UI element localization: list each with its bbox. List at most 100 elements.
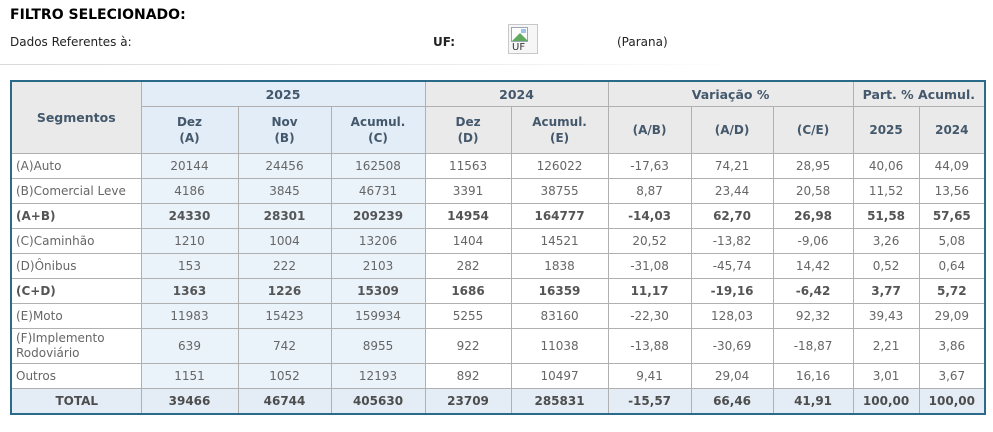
value-cell: 742 bbox=[237, 328, 332, 364]
value-cell: 29,09 bbox=[918, 303, 986, 329]
value-cell: 405630 bbox=[330, 388, 426, 415]
value-cell: 74,21 bbox=[690, 153, 774, 179]
value-cell: 20144 bbox=[140, 153, 239, 179]
value-cell: 3,01 bbox=[852, 363, 920, 389]
value-cell: 11983 bbox=[140, 303, 239, 329]
column-group-part-acumul: Part. % Acumul. bbox=[852, 80, 986, 107]
table-row: (A+B) 24330 28301 209239 14954 164777 -14,03 62… bbox=[10, 203, 986, 229]
segment-label: (B)Comercial Leve bbox=[10, 178, 142, 204]
segment-label: (F)Implemento Rodoviário bbox=[10, 328, 142, 364]
value-cell: 1404 bbox=[424, 228, 512, 254]
value-cell: 153 bbox=[140, 253, 239, 279]
segment-label: Outros bbox=[10, 363, 142, 389]
value-cell: 23,44 bbox=[690, 178, 774, 204]
value-cell: 38755 bbox=[510, 178, 609, 204]
table-sub-header-row: Dez (A) Nov (B) Acumul. (C) Dez (D) Acum… bbox=[11, 106, 986, 154]
value-cell: 57,65 bbox=[918, 203, 986, 229]
value-cell: 100,00 bbox=[918, 388, 986, 415]
value-cell: 40,06 bbox=[852, 153, 920, 179]
value-cell: 164777 bbox=[510, 203, 609, 229]
value-cell: 285831 bbox=[510, 388, 609, 415]
column-header-part-2025: 2025 bbox=[852, 106, 920, 154]
value-cell: -9,06 bbox=[772, 228, 854, 254]
table-row: (A)Auto 20144 24456 162508 11563 126022 -17,63… bbox=[10, 153, 986, 179]
value-cell: 13206 bbox=[330, 228, 426, 254]
value-cell: -6,42 bbox=[772, 278, 854, 304]
value-cell: 126022 bbox=[510, 153, 609, 179]
table-row: (C)Caminhão 1210 1004 13206 1404 14521 20,52 -1… bbox=[10, 228, 986, 254]
value-cell: 24330 bbox=[140, 203, 239, 229]
value-cell: 892 bbox=[424, 363, 512, 389]
image-alt-text: UF bbox=[512, 42, 526, 53]
value-cell: 13,56 bbox=[918, 178, 986, 204]
value-cell: 23709 bbox=[424, 388, 512, 415]
value-cell: 14521 bbox=[510, 228, 609, 254]
value-cell: 24456 bbox=[237, 153, 332, 179]
value-cell: -30,69 bbox=[690, 328, 774, 364]
value-cell: 44,09 bbox=[918, 153, 986, 179]
value-cell: 16,16 bbox=[772, 363, 854, 389]
value-cell: 28,95 bbox=[772, 153, 854, 179]
value-cell: 15309 bbox=[330, 278, 426, 304]
value-cell: 282 bbox=[424, 253, 512, 279]
value-cell: 46744 bbox=[237, 388, 332, 415]
value-cell: 15423 bbox=[237, 303, 332, 329]
table-row: (D)Ônibus 153 222 2103 282 1838 -31,08 -45,74 14… bbox=[10, 253, 986, 279]
value-cell: 5255 bbox=[424, 303, 512, 329]
column-header-ce: (C/E) bbox=[772, 106, 854, 154]
value-cell: -15,57 bbox=[607, 388, 692, 415]
uf-value: (Parana) bbox=[617, 35, 668, 49]
column-group-2025: 2025 bbox=[140, 80, 426, 107]
value-cell: 3,67 bbox=[918, 363, 986, 389]
value-cell: 1210 bbox=[140, 228, 239, 254]
value-cell: 3845 bbox=[237, 178, 332, 204]
table-row: (E)Moto 11983 15423 159934 5255 83160 -22,30 12… bbox=[10, 303, 986, 329]
column-header-ad: (A/D) bbox=[690, 106, 774, 154]
value-cell: 5,08 bbox=[918, 228, 986, 254]
value-cell: 20,58 bbox=[772, 178, 854, 204]
dados-referentes-label: Dados Referentes à: bbox=[10, 35, 132, 49]
value-cell: -31,08 bbox=[607, 253, 692, 279]
value-cell: -19,16 bbox=[690, 278, 774, 304]
value-cell: 639 bbox=[140, 328, 239, 364]
value-cell: 1226 bbox=[237, 278, 332, 304]
value-cell: 10497 bbox=[510, 363, 609, 389]
value-cell: 12193 bbox=[330, 363, 426, 389]
column-header-nov-b: Nov (B) bbox=[237, 106, 332, 154]
value-cell: -14,03 bbox=[607, 203, 692, 229]
segment-label: (A)Auto bbox=[10, 153, 142, 179]
value-cell: -45,74 bbox=[690, 253, 774, 279]
column-header-segmentos: Segmentos bbox=[10, 80, 142, 154]
value-cell: 62,70 bbox=[690, 203, 774, 229]
value-cell: -17,63 bbox=[607, 153, 692, 179]
column-header-acumul-c: Acumul. (C) bbox=[330, 106, 426, 154]
value-cell: 159934 bbox=[330, 303, 426, 329]
column-header-part-2024: 2024 bbox=[918, 106, 986, 154]
value-cell: 26,98 bbox=[772, 203, 854, 229]
value-cell: 28301 bbox=[237, 203, 332, 229]
segment-label: (C+D) bbox=[10, 278, 142, 304]
broken-image-icon: UF bbox=[508, 24, 538, 54]
value-cell: 9,41 bbox=[607, 363, 692, 389]
value-cell: 1151 bbox=[140, 363, 239, 389]
value-cell: 39466 bbox=[140, 388, 239, 415]
table-row: TOTAL 39466 46744 405630 23709 285831 -15,57 66… bbox=[10, 388, 986, 415]
value-cell: 11,17 bbox=[607, 278, 692, 304]
segment-label: (E)Moto bbox=[10, 303, 142, 329]
column-group-variacao: Variação % bbox=[607, 80, 854, 107]
column-group-2024: 2024 bbox=[424, 80, 609, 107]
value-cell: 41,91 bbox=[772, 388, 854, 415]
value-cell: -18,87 bbox=[772, 328, 854, 364]
value-cell: 3,26 bbox=[852, 228, 920, 254]
value-cell: 3391 bbox=[424, 178, 512, 204]
value-cell: 46731 bbox=[330, 178, 426, 204]
value-cell: 66,46 bbox=[690, 388, 774, 415]
value-cell: 14954 bbox=[424, 203, 512, 229]
column-header-acumul-e: Acumul. (E) bbox=[510, 106, 609, 154]
value-cell: 92,32 bbox=[772, 303, 854, 329]
value-cell: 5,72 bbox=[918, 278, 986, 304]
table-group-header-row: Segmentos 2025 2024 Variação % Part. % A… bbox=[10, 80, 986, 154]
value-cell: 2,21 bbox=[852, 328, 920, 364]
segment-label: (A+B) bbox=[10, 203, 142, 229]
value-cell: 8,87 bbox=[607, 178, 692, 204]
